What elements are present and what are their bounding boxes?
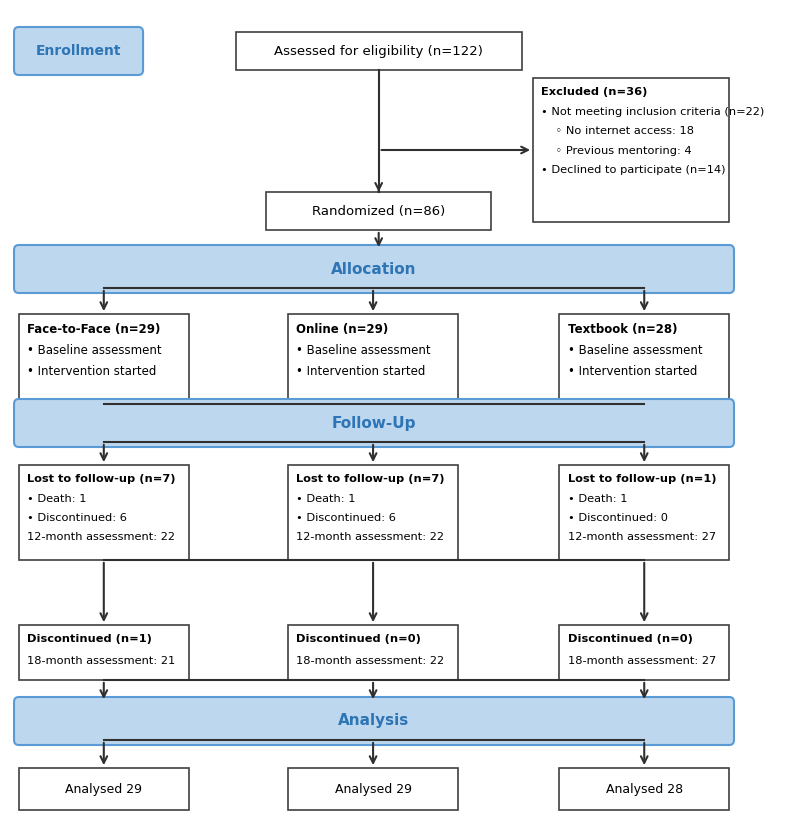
- Text: Discontinued (n=0): Discontinued (n=0): [297, 634, 422, 644]
- FancyBboxPatch shape: [14, 27, 143, 75]
- Text: • Declined to participate (n=14): • Declined to participate (n=14): [542, 165, 726, 175]
- FancyBboxPatch shape: [288, 314, 458, 404]
- Text: 18-month assessment: 27: 18-month assessment: 27: [567, 656, 716, 666]
- FancyBboxPatch shape: [288, 625, 458, 680]
- Text: • Not meeting inclusion criteria (n=22): • Not meeting inclusion criteria (n=22): [542, 106, 765, 116]
- Text: • Death: 1: • Death: 1: [27, 493, 86, 503]
- Text: Analysed 29: Analysed 29: [66, 783, 142, 795]
- FancyBboxPatch shape: [18, 768, 189, 810]
- FancyBboxPatch shape: [559, 625, 730, 680]
- FancyBboxPatch shape: [18, 465, 189, 560]
- FancyBboxPatch shape: [18, 625, 189, 680]
- Text: Lost to follow-up (n=7): Lost to follow-up (n=7): [297, 474, 445, 484]
- Text: Enrollment: Enrollment: [36, 44, 122, 58]
- Text: Discontinued (n=1): Discontinued (n=1): [27, 634, 152, 644]
- Text: • Intervention started: • Intervention started: [27, 365, 157, 378]
- Text: 12-month assessment: 27: 12-month assessment: 27: [567, 532, 716, 542]
- Text: ◦ No internet access: 18: ◦ No internet access: 18: [542, 126, 694, 136]
- Text: 12-month assessment: 22: 12-month assessment: 22: [27, 532, 175, 542]
- Text: • Intervention started: • Intervention started: [567, 365, 697, 378]
- Text: • Baseline assessment: • Baseline assessment: [297, 344, 431, 357]
- Text: Analysed 29: Analysed 29: [334, 783, 411, 795]
- Text: 18-month assessment: 22: 18-month assessment: 22: [297, 656, 445, 666]
- FancyBboxPatch shape: [14, 697, 734, 745]
- Text: Analysis: Analysis: [338, 714, 410, 729]
- Text: • Discontinued: 0: • Discontinued: 0: [567, 513, 667, 523]
- FancyBboxPatch shape: [18, 314, 189, 404]
- Text: Assessed for eligibility (n=122): Assessed for eligibility (n=122): [274, 44, 483, 57]
- Text: Discontinued (n=0): Discontinued (n=0): [567, 634, 693, 644]
- Text: Textbook (n=28): Textbook (n=28): [567, 323, 677, 336]
- Text: Online (n=29): Online (n=29): [297, 323, 389, 336]
- Text: Allocation: Allocation: [331, 261, 417, 276]
- Text: Excluded (n=36): Excluded (n=36): [542, 87, 648, 97]
- FancyBboxPatch shape: [533, 78, 730, 222]
- FancyBboxPatch shape: [236, 32, 522, 70]
- Text: Follow-Up: Follow-Up: [332, 415, 416, 430]
- Text: Randomized (n=86): Randomized (n=86): [312, 205, 446, 217]
- Text: • Death: 1: • Death: 1: [297, 493, 356, 503]
- Text: • Intervention started: • Intervention started: [297, 365, 426, 378]
- FancyBboxPatch shape: [559, 314, 730, 404]
- Text: Lost to follow-up (n=7): Lost to follow-up (n=7): [27, 474, 176, 484]
- Text: Lost to follow-up (n=1): Lost to follow-up (n=1): [567, 474, 716, 484]
- Text: • Discontinued: 6: • Discontinued: 6: [27, 513, 127, 523]
- FancyBboxPatch shape: [288, 465, 458, 560]
- FancyBboxPatch shape: [14, 245, 734, 293]
- Text: • Death: 1: • Death: 1: [567, 493, 627, 503]
- Text: • Discontinued: 6: • Discontinued: 6: [297, 513, 396, 523]
- Text: 12-month assessment: 22: 12-month assessment: 22: [297, 532, 445, 542]
- FancyBboxPatch shape: [559, 768, 730, 810]
- Text: 18-month assessment: 21: 18-month assessment: 21: [27, 656, 175, 666]
- Text: Analysed 28: Analysed 28: [606, 783, 682, 795]
- Text: • Baseline assessment: • Baseline assessment: [567, 344, 702, 357]
- FancyBboxPatch shape: [14, 399, 734, 447]
- Text: Face-to-Face (n=29): Face-to-Face (n=29): [27, 323, 161, 336]
- Text: • Baseline assessment: • Baseline assessment: [27, 344, 162, 357]
- FancyBboxPatch shape: [288, 768, 458, 810]
- FancyBboxPatch shape: [266, 192, 491, 230]
- FancyBboxPatch shape: [559, 465, 730, 560]
- Text: ◦ Previous mentoring: 4: ◦ Previous mentoring: 4: [542, 146, 692, 156]
